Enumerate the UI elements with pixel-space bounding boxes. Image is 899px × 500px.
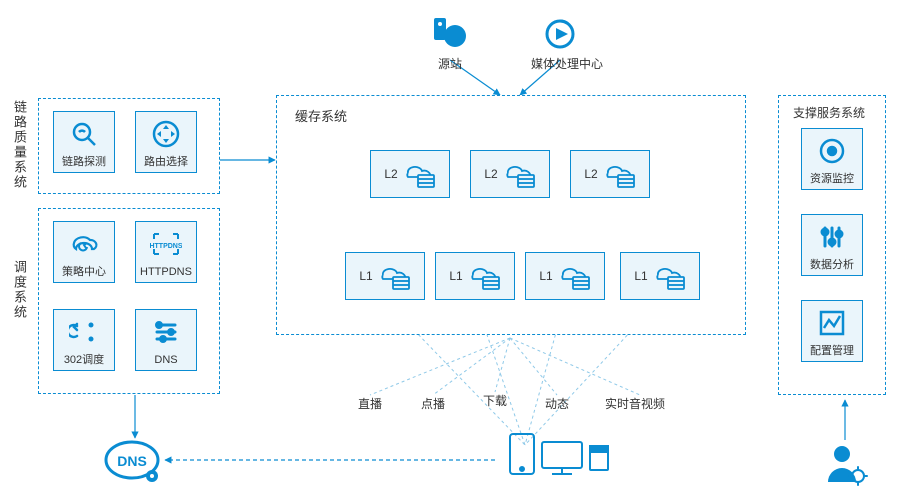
l1-node-0: L1 <box>345 252 425 300</box>
origin-label: 源站 <box>430 55 470 72</box>
card-config: 配置管理 <box>801 300 863 362</box>
card-monitor: 资源监控 <box>801 128 863 190</box>
link-quality-panel: 链路探测 路由选择 <box>38 98 220 194</box>
svc-download: 下载 <box>483 392 507 409</box>
card-302-label: 302调度 <box>54 354 114 370</box>
svc-live: 直播 <box>358 395 382 412</box>
dns-bubble-icon: DNS <box>104 438 164 486</box>
svc-dynamic: 动态 <box>545 395 569 412</box>
cache-title: 缓存系统 <box>295 106 347 125</box>
card-dns: DNS <box>135 309 197 371</box>
devices-icon <box>508 432 618 476</box>
svc-vod: 点播 <box>421 395 445 412</box>
card-httpdns: HTTPDNS HTTPDNS <box>135 221 197 283</box>
card-analytics: 数据分析 <box>801 214 863 276</box>
card-config-label: 配置管理 <box>802 345 862 361</box>
card-policy-center-label: 策略中心 <box>54 266 114 282</box>
media-center-label: 媒体处理中心 <box>522 55 612 72</box>
l1-node-2: L1 <box>525 252 605 300</box>
support-title: 支撑服务系统 <box>793 104 865 121</box>
media-center-icon <box>540 14 580 54</box>
l1-node-3: L1 <box>620 252 700 300</box>
svg-text:HTTPDNS: HTTPDNS <box>150 243 182 250</box>
link-quality-title: 链路质量系统 <box>10 100 29 190</box>
card-httpdns-label: HTTPDNS <box>136 266 196 282</box>
dispatch-title: 调度系统 <box>10 260 29 320</box>
card-analytics-label: 数据分析 <box>802 259 862 275</box>
card-302: 302调度 <box>53 309 115 371</box>
dispatch-panel: 策略中心 HTTPDNS HTTPDNS 302调度 DNS <box>38 208 220 394</box>
card-monitor-label: 资源监控 <box>802 173 862 189</box>
dns-bubble-text: DNS <box>117 453 147 469</box>
l2-node-0: L2 <box>370 150 450 198</box>
l2-node-2: L2 <box>570 150 650 198</box>
card-route-select-label: 路由选择 <box>136 156 196 172</box>
card-dns-label: DNS <box>136 354 196 370</box>
svc-rtc: 实时音视频 <box>605 395 665 412</box>
card-policy-center: 策略中心 <box>53 221 115 283</box>
user-gear-icon <box>824 442 868 486</box>
l1-node-1: L1 <box>435 252 515 300</box>
card-route-select: 路由选择 <box>135 111 197 173</box>
l2-node-1: L2 <box>470 150 550 198</box>
card-link-detect: 链路探测 <box>53 111 115 173</box>
card-link-detect-label: 链路探测 <box>54 156 114 172</box>
origin-icon <box>428 14 470 52</box>
support-panel: 支撑服务系统 资源监控 数据分析 配置管理 <box>778 95 886 395</box>
